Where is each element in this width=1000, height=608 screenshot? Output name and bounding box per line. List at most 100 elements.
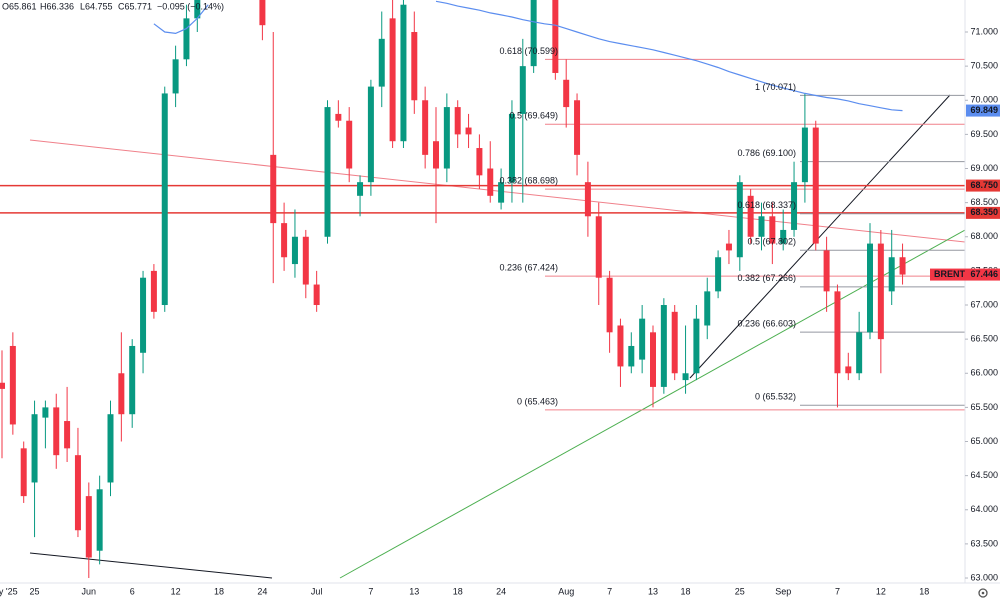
fib-label: 0.382 (68.698) [499,175,558,185]
trend-line [29,552,273,579]
x-tick-label: Jun [82,586,97,596]
y-tick-label: 68.000 [970,231,998,241]
candle-body [20,448,27,497]
candle-body [346,120,353,169]
candle-body [769,216,776,244]
candle-body [617,325,624,367]
x-tick-label: 24 [496,586,506,596]
price-badge-label: 69.849 [970,105,998,115]
y-tick-label: 65.000 [970,436,998,446]
y-tick-label: 65.500 [970,402,998,412]
candle-body [161,93,168,306]
fib-label: 0.618 (70.599) [499,46,558,56]
candle-body [856,332,863,374]
candle-body [324,107,331,237]
candle-body [780,229,787,244]
candle-body [574,100,581,155]
candle-body [9,345,16,425]
ohlc-close: C65.771 [118,1,152,11]
y-tick-label: 63.000 [970,572,998,582]
candle-body [704,291,711,326]
candle-body [715,257,722,292]
fib-label: 0.618 (68.337) [737,200,796,210]
candle-body [628,345,635,367]
x-tick-label: Sep [775,586,791,596]
candle-body [498,182,505,203]
moving-average [153,0,903,112]
x-tick-label: 18 [919,586,929,596]
candle-body [465,127,472,135]
candle-body [118,373,125,415]
candle-body [443,107,450,169]
x-tick-label: May '25 [0,586,18,596]
candle-body [172,59,179,94]
candle-body [53,407,60,456]
trend-line [29,139,965,243]
candle-body [758,216,765,237]
candle-body [85,496,92,558]
candle-body [400,4,407,142]
candle-body [291,236,298,265]
candle-body [671,311,678,374]
candle-body [378,38,385,87]
candle-body [801,127,808,183]
x-tick-label: 25 [735,586,745,596]
price-badge-label: 68.750 [970,180,998,190]
candle-body [107,414,114,483]
candle-body [31,414,38,483]
candle-body [335,113,342,121]
plot-area [0,0,965,579]
candle-body [183,18,190,60]
candle-body [140,277,147,353]
candle-body [367,86,374,183]
x-tick-label: 7 [607,586,612,596]
fib-label: 0.236 (66.603) [737,318,796,328]
candle-body [812,127,819,244]
x-tick-label: 12 [876,586,886,596]
candle-body [433,141,439,169]
candle-body [584,182,591,217]
candle-body [487,168,494,196]
candle-body [422,100,429,155]
fib-label: 0.236 (67.424) [499,262,558,272]
candle-body [313,284,320,306]
y-tick-label: 71.000 [970,26,998,36]
x-tick-label: 13 [648,586,658,596]
price-badge [966,179,1000,192]
fib-label: 0.5 (69.649) [509,111,558,121]
price-badge [966,206,1000,219]
candle-body [64,421,71,449]
candle-body [823,250,830,292]
candle-body [834,291,841,374]
x-tick-label: Jul [311,586,323,596]
y-tick-label: 67.000 [970,299,998,309]
x-tick-label: 25 [30,586,40,596]
x-tick-label: 18 [453,586,463,596]
candle-body [552,0,559,73]
ohlc-open: O65.861 [2,1,37,11]
fib-label: 0.5 (67.802) [747,237,796,247]
y-tick-label: 70.000 [970,95,998,105]
x-tick-label: 6 [130,586,135,596]
y-tick-label: 69.500 [970,129,998,139]
x-tick-label: 18 [214,586,224,596]
candle-body [302,236,309,285]
y-tick-label: 63.500 [970,538,998,548]
candle-body [877,243,884,340]
candle-body [845,366,852,374]
last-price-badge [930,268,1000,281]
y-tick-label: 68.500 [970,197,998,207]
candle-body [411,32,418,101]
candle-body [650,332,656,387]
candle-body [0,382,5,389]
candle-body [736,182,743,258]
ohlc-change: −0.095 (−0.14%) [157,1,224,11]
candle-body [454,107,461,135]
candle-body [357,182,364,196]
settings-icon[interactable] [978,588,988,598]
x-tick-label: 24 [257,586,267,596]
candle-body [129,345,136,415]
candle-body [639,318,646,360]
x-tick-label: 7 [368,586,373,596]
